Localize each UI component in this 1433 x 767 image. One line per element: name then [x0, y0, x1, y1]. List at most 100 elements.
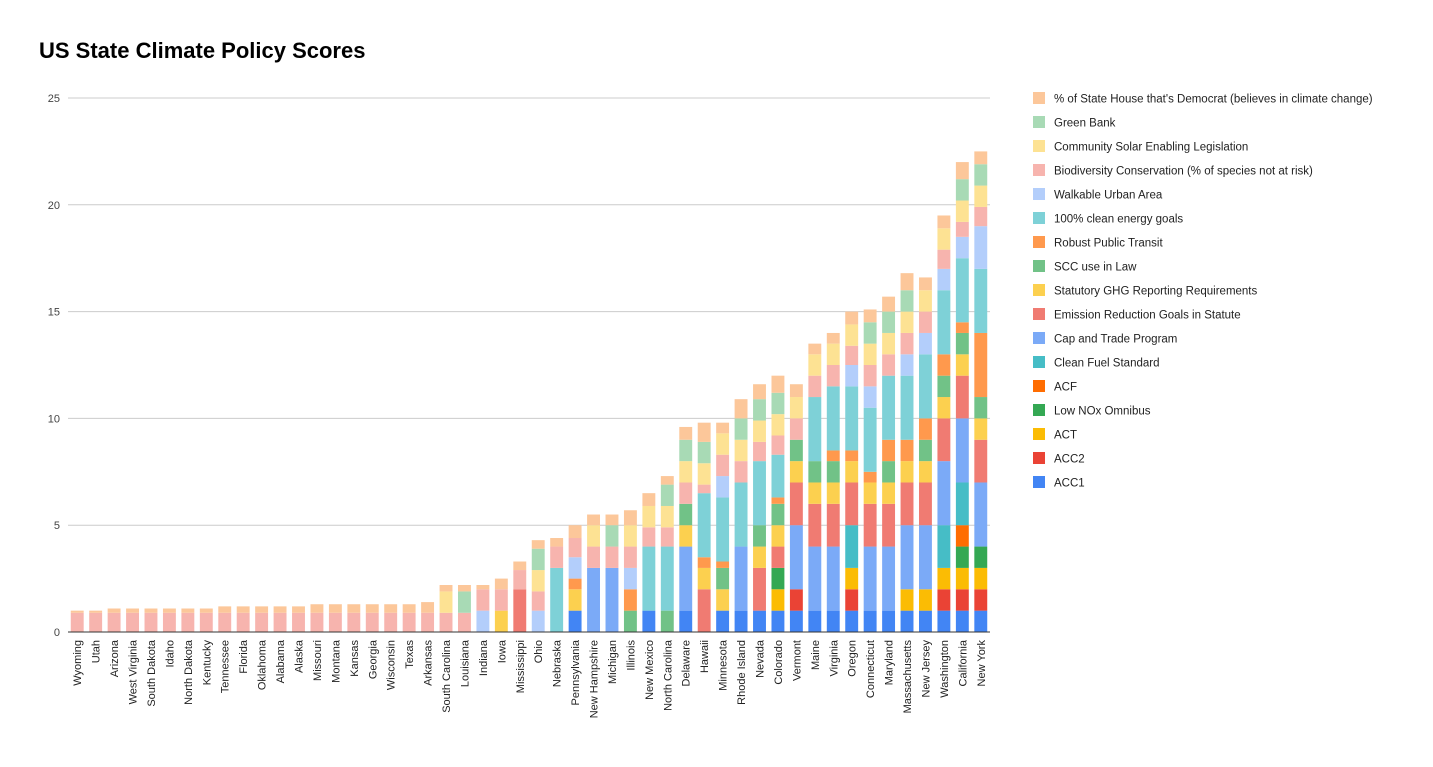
bar-west-virginia [126, 608, 139, 632]
bar-segment-biodiversity-conservation-of-species-not-at-risk [292, 612, 305, 632]
bar-segment-robust-public-transit [919, 418, 932, 440]
legend-swatch [1033, 356, 1045, 368]
x-tick-label: Colorado [773, 640, 785, 685]
bar-segment-biodiversity-conservation-of-species-not-at-risk [919, 311, 932, 333]
bar-segment-100-clean-energy-goals [919, 354, 932, 419]
bar-segment-cap-and-trade-program [863, 546, 877, 611]
bar-segment-biodiversity-conservation-of-species-not-at-risk [531, 591, 545, 611]
bar-rhode-island [734, 399, 748, 632]
bar-segment-community-solar-enabling-legislation [955, 200, 969, 222]
legend-item-statutory-ghg-reporting-requirements: Statutory GHG Reporting Requirements [1033, 284, 1258, 298]
bar-segment-community-solar-enabling-legislation [679, 461, 693, 483]
bar-alaska [292, 606, 305, 632]
legend-swatch [1033, 212, 1045, 224]
x-tick-label: Nevada [755, 639, 767, 678]
bar-segment-of-state-house-that-s-democrat-believes-in-climate-change [900, 273, 914, 291]
bar-new-mexico [642, 493, 656, 632]
bar-segment-100-clean-energy-goals [771, 454, 785, 498]
legend-label: Robust Public Transit [1054, 238, 1163, 250]
bar-segment-acc2 [974, 589, 988, 611]
y-tick-label: 15 [48, 307, 60, 319]
bar-illinois [623, 510, 637, 632]
legend-item-clean-fuel-standard: Clean Fuel Standard [1033, 356, 1159, 370]
x-tick-label: South Dakota [146, 639, 158, 707]
bar-segment-biodiversity-conservation-of-species-not-at-risk [310, 612, 324, 632]
bar-segment-of-state-house-that-s-democrat-believes-in-climate-change [660, 476, 674, 485]
bar-segment-robust-public-transit [623, 589, 637, 611]
bar-segment-emission-reduction-goals-in-statute [863, 503, 877, 547]
legend-swatch [1033, 116, 1045, 128]
bar-segment-scc-use-in-law [974, 397, 988, 419]
bar-segment-of-state-house-that-s-democrat-believes-in-climate-change [439, 585, 453, 592]
bar-segment-biodiversity-conservation-of-species-not-at-risk [955, 221, 969, 237]
bar-arkansas [421, 602, 435, 632]
bar-segment-community-solar-enabling-legislation [937, 228, 951, 250]
bar-segment-of-state-house-that-s-democrat-believes-in-climate-change [310, 604, 324, 613]
bar-segment-community-solar-enabling-legislation [771, 414, 785, 436]
bar-louisiana [458, 585, 471, 632]
x-tick-label: Washington [939, 640, 951, 698]
bar-ohio [531, 540, 545, 632]
legend-swatch [1033, 284, 1045, 296]
bar-segment-acc2 [845, 589, 859, 611]
bar-segment-statutory-ghg-reporting-requirements [900, 461, 914, 483]
bar-segment-of-state-house-that-s-democrat-believes-in-climate-change [458, 585, 471, 592]
bar-segment-biodiversity-conservation-of-species-not-at-risk [587, 546, 600, 568]
bar-segment-robust-public-transit [974, 332, 988, 398]
legend-item-100-clean-energy-goals: 100% clean energy goals [1033, 212, 1183, 226]
bar-segment-of-state-house-that-s-democrat-believes-in-climate-change [513, 561, 527, 571]
bar-segment-act [974, 567, 988, 590]
bar-segment-of-state-house-that-s-democrat-believes-in-climate-change [181, 608, 195, 613]
bar-segment-community-solar-enabling-legislation [900, 311, 914, 333]
x-tick-label: North Carolina [662, 639, 674, 711]
bar-segment-of-state-house-that-s-democrat-believes-in-climate-change [937, 215, 951, 229]
bar-segment-of-state-house-that-s-democrat-believes-in-climate-change [753, 384, 766, 400]
bar-virginia [826, 332, 840, 632]
bar-segment-cap-and-trade-program [587, 567, 600, 632]
bar-segment-100-clean-energy-goals [660, 546, 674, 611]
bar-segment-acc1 [826, 610, 840, 632]
bar-segment-clean-fuel-standard [937, 525, 951, 568]
bar-segment-robust-public-transit [697, 557, 711, 568]
bar-segment-green-bank [753, 399, 766, 421]
bar-segment-statutory-ghg-reporting-requirements [679, 525, 693, 547]
bar-segment-emission-reduction-goals-in-statute [697, 589, 711, 632]
bar-segment-acc1 [937, 610, 951, 632]
chart-title: US State Climate Policy Scores [39, 38, 366, 63]
legend-label: SCC use in Law [1054, 262, 1137, 274]
y-tick-label: 5 [54, 520, 60, 532]
bar-segment-green-bank [734, 418, 748, 440]
bar-wyoming [70, 610, 84, 632]
x-tick-label: Nebraska [552, 639, 564, 687]
bar-segment-100-clean-energy-goals [734, 482, 748, 547]
legend-label: Cap and Trade Program [1054, 334, 1177, 346]
bar-segment-acf [955, 525, 969, 547]
x-tick-label: Wisconsin [386, 640, 398, 690]
x-tick-label: Michigan [607, 640, 619, 684]
bar-segment-community-solar-enabling-legislation [439, 591, 453, 613]
bar-segment-scc-use-in-law [679, 503, 693, 526]
legend-label: Green Bank [1054, 118, 1116, 130]
bar-segment-act [919, 589, 932, 611]
bar-segment-of-state-house-that-s-democrat-believes-in-climate-change [697, 422, 711, 442]
bar-segment-of-state-house-that-s-democrat-believes-in-climate-change [808, 343, 822, 355]
bar-segment-biodiversity-conservation-of-species-not-at-risk [218, 612, 232, 632]
bar-segment-statutory-ghg-reporting-requirements [974, 418, 988, 440]
bar-segment-of-state-house-that-s-democrat-believes-in-climate-change [955, 162, 969, 180]
bar-segment-of-state-house-that-s-democrat-believes-in-climate-change [365, 604, 379, 613]
bar-alabama [273, 606, 287, 632]
x-tick-label: Oregon [847, 640, 859, 677]
bar-segment-statutory-ghg-reporting-requirements [826, 482, 840, 504]
legend-label: ACF [1054, 382, 1077, 394]
x-tick-label: Kentucky [201, 640, 213, 686]
bar-segment-green-bank [771, 392, 785, 415]
bar-segment-scc-use-in-law [882, 461, 896, 483]
bars [70, 151, 988, 632]
bar-segment-statutory-ghg-reporting-requirements [808, 482, 822, 504]
bar-segment-100-clean-energy-goals [955, 258, 969, 323]
x-tick-label: Pennsylvania [570, 639, 582, 705]
x-tick-label: Arkansas [423, 640, 435, 686]
x-tick-label: Ohio [533, 640, 545, 663]
bar-segment-100-clean-energy-goals [900, 375, 914, 440]
bar-north-dakota [181, 608, 195, 632]
